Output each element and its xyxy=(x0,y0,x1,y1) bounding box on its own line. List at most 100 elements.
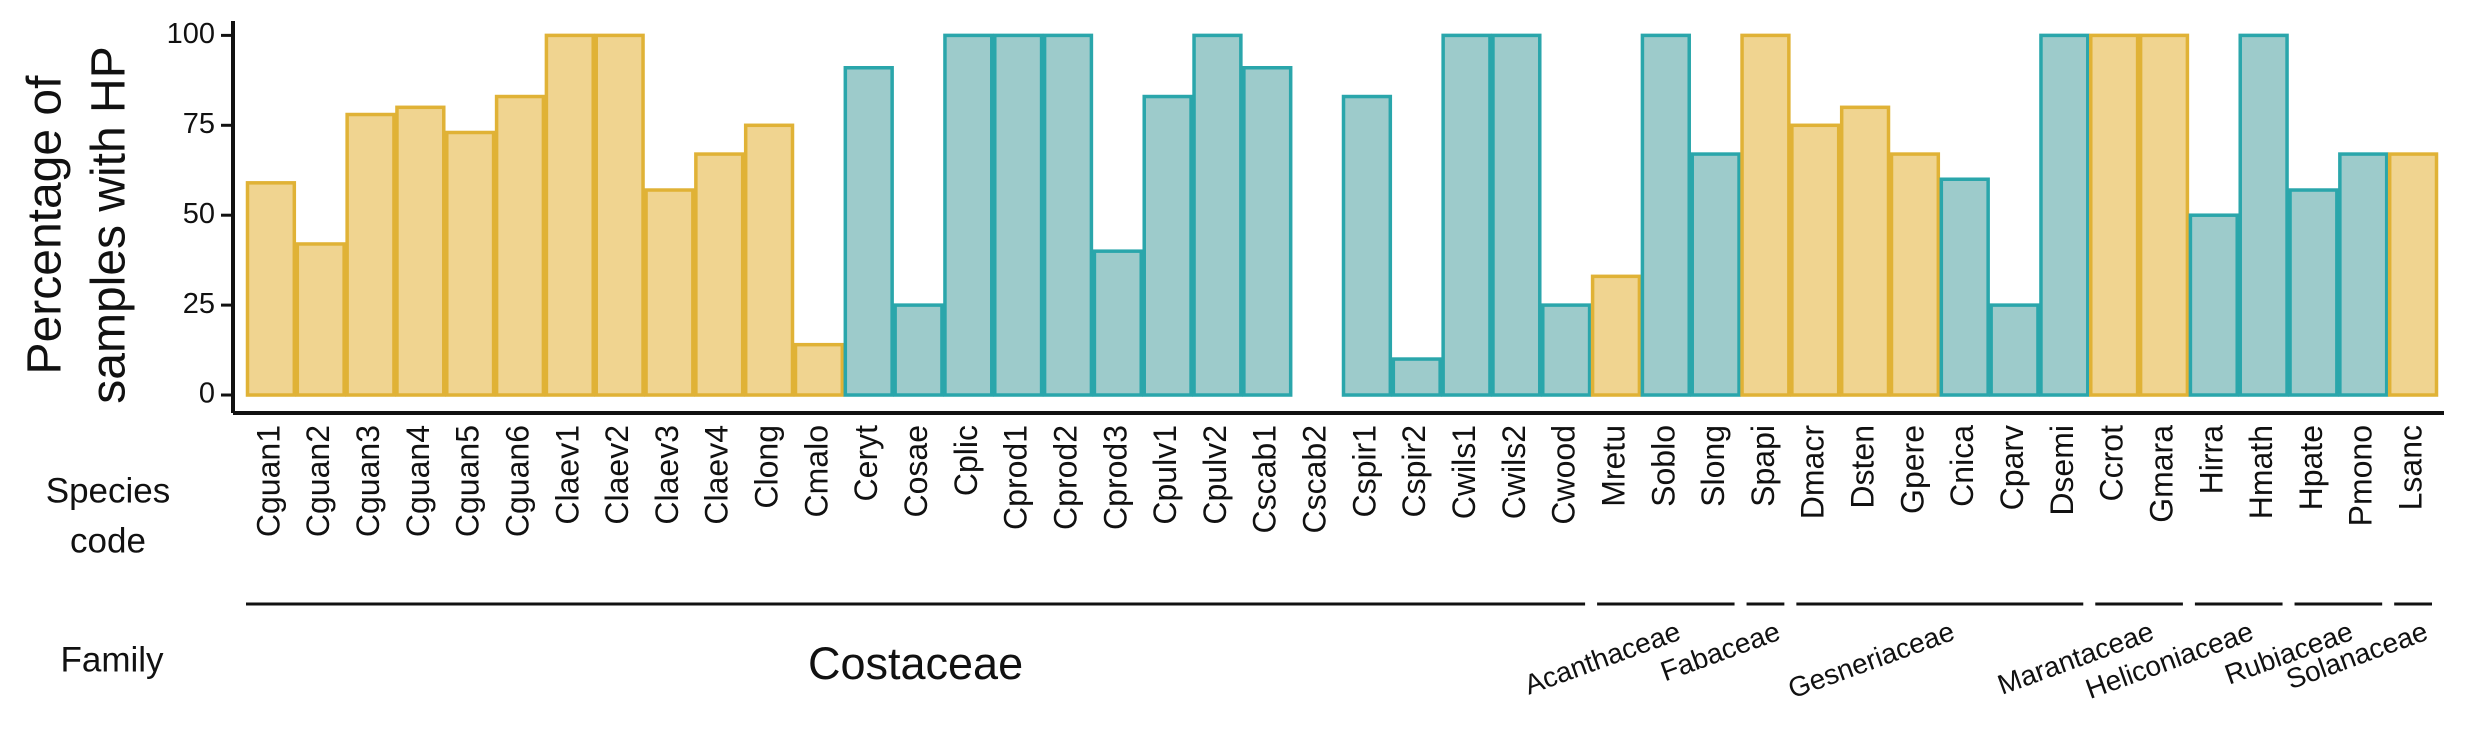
x-tick-label: Cwils1 xyxy=(1446,425,1482,519)
x-axis-label: Species xyxy=(46,471,171,510)
x-tick-label: Dmacr xyxy=(1795,425,1831,520)
x-tick-label: Cmalo xyxy=(798,425,834,517)
x-tick-label: Soblo xyxy=(1645,425,1681,507)
bar xyxy=(694,152,745,397)
bar xyxy=(1242,66,1293,397)
bar xyxy=(943,33,994,397)
x-tick-label: Cspir1 xyxy=(1346,425,1382,517)
bar xyxy=(445,130,496,397)
y-tick-label: 25 xyxy=(183,288,215,320)
bar xyxy=(494,94,546,397)
x-tick-label: Cguan5 xyxy=(450,425,486,537)
x-tick-label: Cprod1 xyxy=(998,425,1034,530)
bar xyxy=(1889,152,1941,397)
x-tick-label: Gpere xyxy=(1894,425,1930,514)
group-label: Gesneriaceae xyxy=(1784,615,1958,704)
x-tick-label: Cguan3 xyxy=(350,425,386,537)
bar xyxy=(1541,303,1592,397)
x-tick-label: Claev3 xyxy=(649,425,685,525)
x-tick-label: Claev1 xyxy=(549,425,585,525)
y-tick-label: 75 xyxy=(183,108,215,140)
bar xyxy=(743,123,795,397)
bar xyxy=(993,33,1044,397)
x-tick-label: Cnica xyxy=(1944,425,1980,507)
bar xyxy=(1192,33,1243,397)
bar xyxy=(1690,152,1741,397)
x-tick-label: Ccrot xyxy=(2094,425,2130,502)
x-tick-label: Cprod3 xyxy=(1097,425,1133,530)
x-tick-label: Cplic xyxy=(948,425,984,496)
x-tick-label: Dsemi xyxy=(2044,425,2080,516)
y-tick-label: 0 xyxy=(199,378,215,410)
bar xyxy=(594,33,645,397)
x-tick-label: Cprod2 xyxy=(1047,425,1083,530)
bar xyxy=(843,66,894,397)
x-tick-label: Claev2 xyxy=(599,425,635,525)
x-tick-label: Hirra xyxy=(2193,425,2229,495)
x-tick-label: Hmath xyxy=(2243,425,2279,519)
x-tick-label: Cspir2 xyxy=(1396,425,1432,517)
bar xyxy=(793,342,845,397)
x-tick-label: Cscab2 xyxy=(1297,425,1333,534)
bar xyxy=(2138,33,2190,397)
x-tick-label: Cguan4 xyxy=(400,425,436,537)
x-tick-label: Cwils2 xyxy=(1496,425,1532,519)
bar xyxy=(1740,33,1791,397)
bar xyxy=(2288,188,2339,397)
bar xyxy=(893,303,944,397)
bar xyxy=(2039,33,2090,397)
x-tick-label: Dsten xyxy=(1845,425,1881,509)
bar xyxy=(2338,152,2389,397)
x-tick-label: Clong xyxy=(749,425,785,509)
x-tick-label: Cwood xyxy=(1546,425,1582,525)
x-tick-label: Cosae xyxy=(898,425,934,518)
bar xyxy=(1590,274,1642,397)
x-tick-label: Mretu xyxy=(1595,425,1631,507)
x-tick-label: Lsanc xyxy=(2393,425,2429,510)
x-tick-label: Hpate xyxy=(2293,425,2329,510)
x-tick-label: Claev4 xyxy=(699,425,735,525)
x-tick-label: Cguan1 xyxy=(250,425,286,537)
bar xyxy=(544,33,595,397)
group-label: Costaceae xyxy=(808,638,1023,689)
x-tick-label: Cguan2 xyxy=(300,425,336,537)
bar xyxy=(2238,33,2289,397)
bar xyxy=(1092,249,1143,397)
y-tick-label: 50 xyxy=(183,198,215,230)
x-tick-label: Ceryt xyxy=(848,425,884,502)
y-axis-label: samples with HP xyxy=(83,46,136,403)
x-tick-label: Cpulv1 xyxy=(1147,425,1183,525)
bar xyxy=(1839,105,1891,397)
bar xyxy=(1142,94,1193,397)
x-tick-label: Cguan6 xyxy=(499,425,535,537)
bar xyxy=(245,181,297,397)
bar xyxy=(644,188,695,397)
x-tick-label: Slong xyxy=(1695,425,1731,507)
bar xyxy=(345,112,396,397)
group-axis-label: Family xyxy=(60,640,164,679)
x-tick-label: Gmara xyxy=(2143,425,2179,523)
bar xyxy=(395,105,446,397)
bar xyxy=(2387,152,2439,397)
y-tick-label: 100 xyxy=(167,18,215,50)
bar xyxy=(1391,357,1442,397)
x-tick-label: Spapi xyxy=(1745,425,1781,507)
bar xyxy=(1790,123,1841,397)
bar xyxy=(1042,33,1094,397)
x-tick-label: Cparv xyxy=(1994,425,2030,510)
y-axis-label: Percentage of xyxy=(19,75,72,375)
x-tick-label: Cpulv2 xyxy=(1197,425,1233,525)
bar xyxy=(1441,33,1492,397)
bar xyxy=(1341,94,1393,397)
x-tick-label: Pmono xyxy=(2343,425,2379,526)
x-tick-label: Cscab1 xyxy=(1247,425,1283,534)
bar xyxy=(295,242,346,397)
bar xyxy=(1491,33,1542,397)
bar xyxy=(1640,33,1691,397)
bar xyxy=(2089,33,2140,397)
bar xyxy=(1989,303,2040,397)
x-axis-label: code xyxy=(70,521,146,560)
bar xyxy=(2188,213,2239,397)
bar xyxy=(1939,177,1990,397)
